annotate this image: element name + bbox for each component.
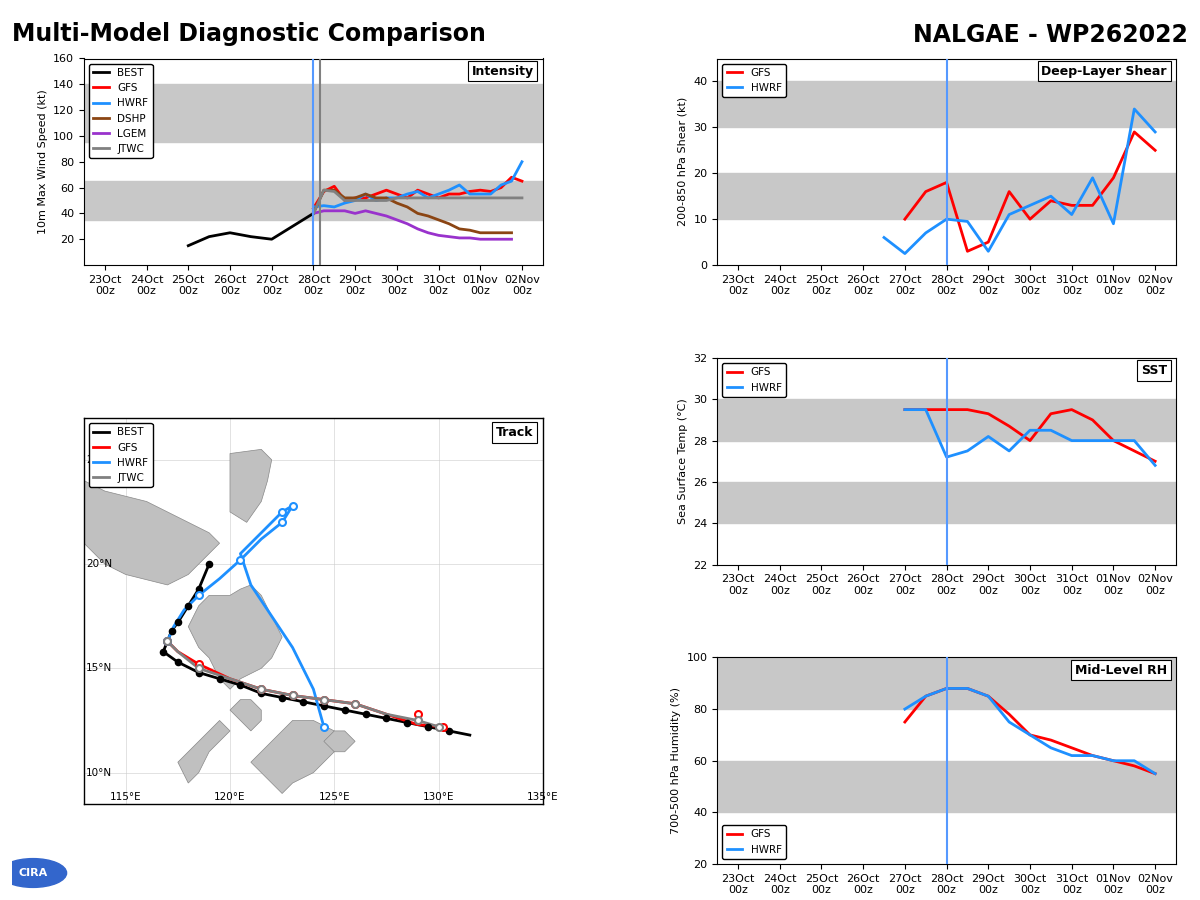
Point — [230, 678, 250, 692]
Point — [428, 719, 448, 733]
Point — [252, 682, 271, 697]
Point — [397, 716, 416, 730]
Polygon shape — [251, 721, 344, 794]
Bar — [84, 85, 542, 142]
Point — [179, 598, 198, 613]
Point — [190, 662, 209, 676]
Y-axis label: 700-500 hPa Humidity (%): 700-500 hPa Humidity (%) — [671, 688, 680, 834]
Point — [272, 690, 292, 705]
Point — [162, 624, 181, 638]
Point — [190, 582, 209, 597]
Point — [252, 682, 271, 697]
Y-axis label: 10m Max Wind Speed (kt): 10m Max Wind Speed (kt) — [37, 89, 48, 234]
Point — [158, 634, 178, 648]
Text: 120°E: 120°E — [215, 792, 246, 802]
Point — [210, 671, 229, 686]
Text: NALGAE - WP262022: NALGAE - WP262022 — [913, 22, 1188, 47]
Point — [346, 697, 365, 711]
Polygon shape — [0, 564, 42, 595]
Legend: GFS, HWRF: GFS, HWRF — [722, 825, 786, 859]
Polygon shape — [324, 731, 355, 752]
Point — [230, 553, 250, 567]
Point — [190, 657, 209, 671]
Bar — [718, 173, 1176, 219]
Text: Mid-Level RH: Mid-Level RH — [1075, 663, 1166, 677]
Text: 130°E: 130°E — [422, 792, 455, 802]
Point — [439, 724, 458, 738]
Text: 10°N: 10°N — [86, 768, 113, 778]
Point — [168, 616, 187, 630]
Text: 115°E: 115°E — [110, 792, 142, 802]
Point — [377, 711, 396, 725]
Text: Intensity: Intensity — [472, 65, 534, 77]
Bar — [718, 482, 1176, 523]
Legend: BEST, GFS, HWRF, DSHP, LGEM, JTWC: BEST, GFS, HWRF, DSHP, LGEM, JTWC — [89, 64, 152, 158]
Bar — [718, 81, 1176, 127]
Point — [190, 665, 209, 680]
Legend: BEST, GFS, HWRF, JTWC: BEST, GFS, HWRF, JTWC — [89, 423, 152, 487]
Bar — [718, 658, 1176, 709]
Point — [314, 698, 334, 713]
Point — [252, 686, 271, 700]
Text: 15°N: 15°N — [86, 663, 113, 673]
Point — [433, 719, 452, 733]
Legend: GFS, HWRF: GFS, HWRF — [722, 64, 786, 97]
Text: 125°E: 125°E — [318, 792, 350, 802]
Bar — [718, 400, 1176, 441]
Polygon shape — [230, 699, 262, 731]
Text: 135°E: 135°E — [527, 792, 559, 802]
Text: Multi-Model Diagnostic Comparison: Multi-Model Diagnostic Comparison — [12, 22, 486, 47]
Point — [190, 588, 209, 602]
Point — [314, 692, 334, 706]
Polygon shape — [178, 721, 230, 783]
Point — [408, 714, 427, 728]
Legend: GFS, HWRF: GFS, HWRF — [722, 364, 786, 397]
Bar — [718, 760, 1176, 813]
Point — [314, 692, 334, 706]
Point — [168, 655, 187, 670]
Text: 25°N: 25°N — [86, 454, 113, 464]
Point — [158, 634, 178, 648]
Point — [154, 644, 173, 659]
Polygon shape — [84, 481, 220, 585]
Text: CIRA: CIRA — [18, 868, 48, 878]
Point — [283, 688, 302, 703]
Point — [356, 707, 376, 722]
Text: Track: Track — [496, 426, 534, 439]
Text: 20°N: 20°N — [86, 559, 113, 569]
Point — [272, 515, 292, 529]
Polygon shape — [230, 449, 271, 522]
Point — [283, 499, 302, 513]
Point — [346, 697, 365, 711]
Point — [408, 707, 427, 722]
Point — [158, 634, 178, 648]
Point — [335, 703, 354, 717]
Bar — [84, 181, 542, 220]
Circle shape — [0, 859, 67, 887]
Point — [293, 695, 312, 709]
Text: SST: SST — [1141, 364, 1166, 377]
Point — [272, 505, 292, 519]
Point — [158, 634, 178, 648]
Text: Deep-Layer Shear: Deep-Layer Shear — [1042, 65, 1166, 77]
Point — [314, 719, 334, 733]
Y-axis label: Sea Surface Temp (°C): Sea Surface Temp (°C) — [678, 399, 688, 524]
Point — [283, 688, 302, 703]
Point — [199, 557, 218, 572]
Point — [419, 719, 438, 733]
Polygon shape — [188, 585, 282, 689]
Y-axis label: 200-850 hPa Shear (kt): 200-850 hPa Shear (kt) — [678, 97, 688, 227]
